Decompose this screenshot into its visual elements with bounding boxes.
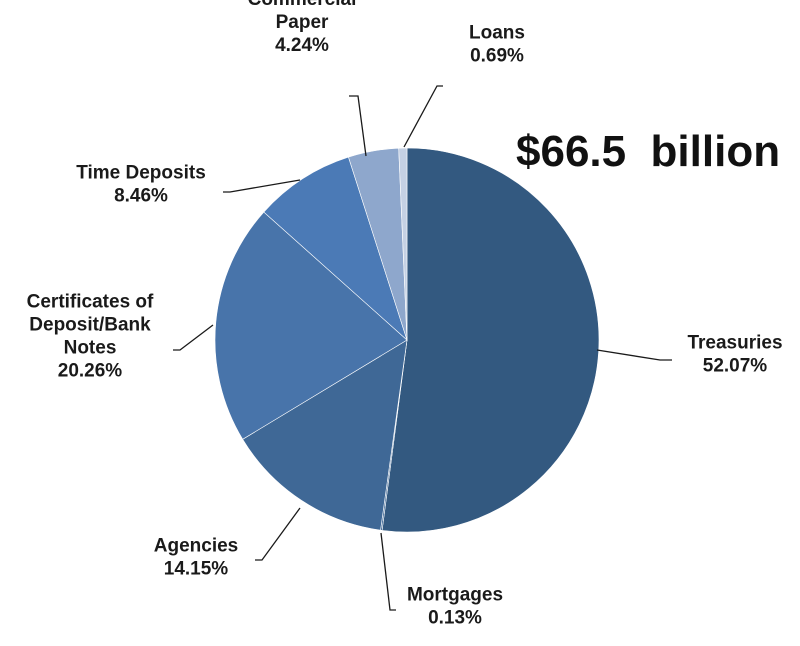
slice-category-text: Mortgages — [407, 585, 503, 606]
leader-line-mortgages — [380, 532, 396, 611]
slice-label-loans: Loans 0.69% — [469, 23, 525, 67]
leader-lines — [173, 85, 672, 611]
slice-category-text: Time Deposits — [76, 163, 206, 184]
slice-percent-text: 0.13% — [428, 608, 482, 629]
slice-percent-text: 20.26% — [58, 361, 123, 382]
slice-labels: Treasuries 52.07% Mortgages 0.13% Agencies 14… — [27, 0, 783, 629]
total-amount-label: $66.5 billion — [516, 127, 780, 176]
leader-line-agencies — [255, 507, 301, 561]
pie-slice-agencies — [242, 339, 408, 531]
leader-line-loans — [403, 85, 443, 148]
leader-line-treasuries — [596, 349, 672, 361]
slice-category-text: Deposit/Bank — [29, 315, 151, 336]
slice-percent-text: 8.46% — [114, 186, 168, 207]
slice-label-mortgages: Mortgages 0.13% — [407, 585, 503, 629]
slice-percent-text: 14.15% — [164, 559, 229, 580]
slice-category-text: Notes — [64, 338, 117, 359]
slice-label-time-deposits: Time Deposits 8.46% — [76, 163, 206, 207]
pie-slice-time-deposits — [263, 156, 408, 341]
leader-line-time-deposits — [223, 179, 301, 193]
pie-slice-certificates-of-deposit-bank-notes — [214, 211, 408, 440]
leader-line-certificates-of-deposit-bank-notes — [173, 324, 214, 351]
slice-label-treasuries: Treasuries 52.07% — [687, 333, 782, 377]
pie-slice-loans — [398, 147, 408, 341]
slice-label-agencies: Agencies 14.15% — [154, 536, 238, 580]
slice-category-text: Agencies — [154, 536, 238, 557]
slice-category-text: Treasuries — [687, 333, 782, 354]
slice-category-text: Loans — [469, 23, 525, 44]
slice-category-text: Certificates of — [27, 292, 154, 313]
slice-label-certificates-of-deposit-bank-notes: Certificates of Deposit/Bank Notes 20.26% — [27, 292, 154, 382]
pie-slice-treasuries — [381, 147, 600, 533]
slice-percent-text: 4.24% — [275, 35, 329, 56]
leader-line-commercial-paper — [349, 95, 367, 157]
slice-category-text: Paper — [276, 12, 329, 33]
slice-percent-text: 0.69% — [470, 46, 524, 67]
pie-slices — [214, 147, 600, 533]
slice-percent-text: 52.07% — [703, 356, 768, 377]
slice-category-text: Commercial — [248, 0, 357, 10]
